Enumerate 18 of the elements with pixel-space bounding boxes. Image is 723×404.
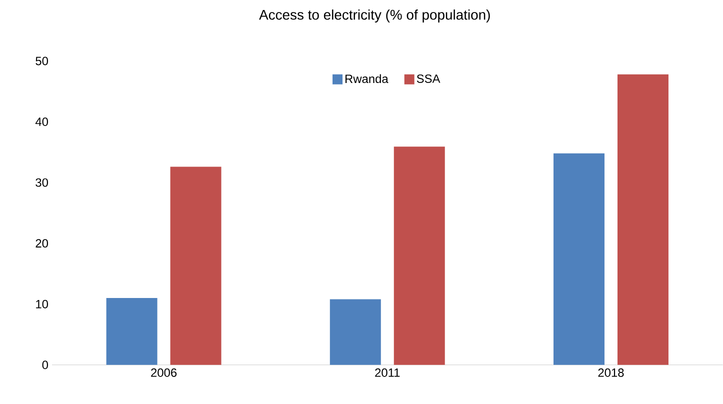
y-tick-label: 30 — [36, 178, 48, 187]
x-tick-label: 2006 — [151, 368, 177, 377]
x-tick-label: 2011 — [375, 368, 400, 377]
y-tick-label: 10 — [36, 300, 48, 308]
y-tick-label: 20 — [36, 239, 48, 248]
bar — [554, 153, 604, 365]
y-tick-label: 40 — [35, 118, 48, 126]
bar — [330, 299, 381, 365]
y-tick-label: 0 — [42, 360, 48, 370]
bar — [394, 146, 445, 365]
chart-title: Access to electricity (% of population) — [259, 10, 490, 23]
y-tick-label: 50 — [36, 56, 48, 66]
legend-label: Rwanda — [346, 74, 388, 84]
x-tick-label: 2018 — [598, 368, 624, 377]
legend-label: SSA — [416, 74, 440, 83]
bar — [170, 166, 222, 365]
bar — [617, 74, 668, 365]
bar — [106, 298, 158, 365]
